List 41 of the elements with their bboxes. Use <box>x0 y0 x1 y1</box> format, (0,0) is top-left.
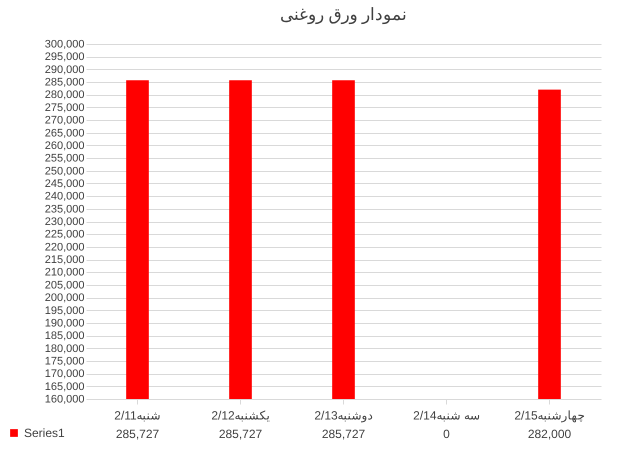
y-tick-label: 285,000 <box>44 76 84 89</box>
x-tick-label: 2/12یکشنبه <box>211 408 270 422</box>
y-tick-label: 300,000 <box>44 38 84 50</box>
data-label: 285,727 <box>116 427 160 441</box>
y-tick-label: 175,000 <box>44 355 84 368</box>
y-tick-label: 240,000 <box>44 190 84 203</box>
y-tick-label: 210,000 <box>44 266 84 279</box>
y-tick-label: 165,000 <box>44 380 84 393</box>
x-tick-label: 2/11شنبه <box>114 408 161 422</box>
y-tick-label: 235,000 <box>44 203 84 216</box>
y-tick-label: 270,000 <box>44 114 84 127</box>
y-tick-label: 190,000 <box>44 317 84 330</box>
y-tick-label: 255,000 <box>44 152 84 165</box>
x-tick-label: 2/13دوشنبه <box>314 408 373 422</box>
data-label: 285,727 <box>218 427 263 441</box>
y-tick-label: 180,000 <box>44 342 84 355</box>
y-tick-label: 170,000 <box>44 368 84 380</box>
y-tick-label: 225,000 <box>44 228 84 241</box>
x-tick-label: 2/15چهارشنبه <box>514 408 585 422</box>
y-tick-label: 290,000 <box>44 64 84 76</box>
y-tick-label: 260,000 <box>44 140 84 152</box>
chart-title: نمودار ورق روغنی <box>280 5 408 25</box>
y-tick-label: 295,000 <box>44 51 84 64</box>
y-tick-label: 205,000 <box>44 279 84 292</box>
data-label: 285,727 <box>322 427 366 441</box>
y-tick-label: 245,000 <box>44 178 84 190</box>
y-tick-label: 275,000 <box>44 102 84 114</box>
y-tick-label: 200,000 <box>44 292 84 304</box>
y-tick-label: 265,000 <box>44 127 84 140</box>
y-tick-label: 160,000 <box>44 394 84 406</box>
y-tick-label: 220,000 <box>44 241 84 254</box>
x-tick-label: 2/14سه شنبه <box>413 408 480 422</box>
y-tick-label: 230,000 <box>44 216 84 228</box>
y-tick-label: 195,000 <box>44 304 84 317</box>
text: 0 <box>443 427 450 441</box>
y-tick-label: 250,000 <box>44 165 84 178</box>
y-tick-label: 280,000 <box>44 89 84 102</box>
legend-label: Series1 <box>24 426 66 440</box>
data-label: 282,000 <box>528 427 572 441</box>
y-tick-label: 185,000 <box>44 330 84 342</box>
y-tick-label: 215,000 <box>44 254 84 266</box>
